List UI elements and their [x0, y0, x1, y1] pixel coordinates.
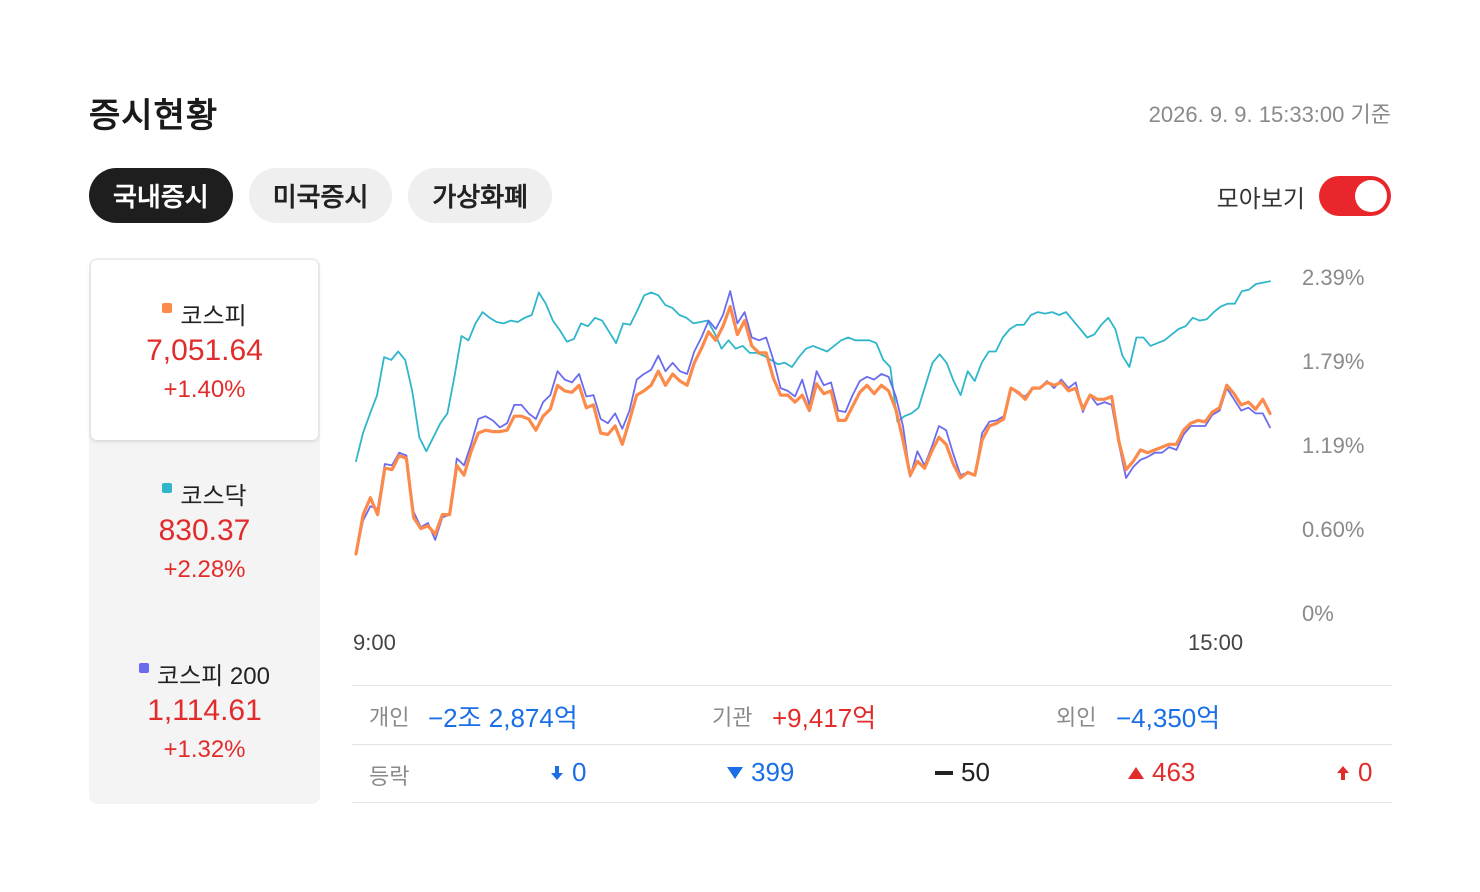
index-name-row: 코스피	[91, 296, 318, 331]
x-tick-label: 15:00	[1188, 630, 1243, 655]
kosdaq-legend-icon	[162, 482, 173, 493]
kospi200-line	[355, 290, 1271, 555]
tab-us[interactable]: 미국증시	[248, 168, 393, 223]
kosdaq-line	[355, 280, 1271, 463]
y-tick-label: 1.79%	[1302, 349, 1364, 374]
breadth-advance: 463	[1128, 757, 1195, 788]
index-change: +1.32%	[163, 736, 246, 763]
market-tabs: 국내증시 미국증시 가상화폐	[89, 168, 553, 223]
market-breadth-row: 등락 0 399 50 463 0	[352, 744, 1392, 803]
flow-value-institution: +9,417억	[772, 703, 877, 733]
breadth-unchanged: 50	[935, 757, 990, 788]
upper-limit-arrow-icon	[1337, 765, 1349, 780]
page-title: 증시현황	[89, 97, 219, 135]
index-change: +2.28%	[163, 556, 246, 583]
index-list: 코스피 7,051.64 +1.40% 코스닥 830.37 +2.28% 코스…	[89, 258, 320, 804]
breadth-value: 50	[961, 757, 990, 787]
index-card-kospi200[interactable]: 코스피 200 1,114.61 +1.32%	[89, 620, 320, 800]
advance-triangle-icon	[1128, 766, 1144, 779]
y-tick-label: 0.60%	[1302, 517, 1364, 542]
index-name: 코스피 200	[157, 663, 270, 690]
tab-crypto[interactable]: 가상화폐	[408, 168, 553, 223]
y-tick-label: 1.19%	[1302, 433, 1364, 458]
flow-label-foreign: 외인	[1056, 705, 1097, 730]
index-value: 1,114.61	[147, 694, 262, 727]
breadth-decline: 399	[727, 757, 794, 788]
breadth-upper-limit: 0	[1336, 757, 1372, 788]
breadth-label: 등락	[369, 764, 410, 789]
y-tick-label: 2.39%	[1302, 265, 1364, 290]
index-card-kosdaq[interactable]: 코스닥 830.37 +2.28%	[89, 440, 320, 620]
breadth-value: 0	[1358, 757, 1373, 787]
y-tick-label: 0%	[1302, 601, 1334, 626]
toggle-knob	[1355, 180, 1387, 212]
flow-label-institution: 기관	[712, 705, 753, 730]
timestamp: 2026. 9. 9. 15:33:00 기준	[1148, 102, 1391, 127]
index-name-row: 코스닥	[89, 476, 320, 511]
index-name-row: 코스피 200	[89, 656, 320, 691]
index-value: 7,051.64	[146, 334, 263, 367]
x-tick-label: 9:00	[353, 630, 396, 655]
breadth-value: 399	[751, 757, 795, 787]
kospi-legend-icon	[162, 302, 173, 313]
index-name: 코스닥	[180, 483, 247, 510]
decline-triangle-icon	[727, 766, 743, 779]
flow-value-individual: −2조 2,874억	[428, 703, 578, 733]
tab-domestic[interactable]: 국내증시	[89, 168, 233, 223]
view-all-toggle-group: 모아보기	[1217, 176, 1391, 216]
investor-flow-row: 개인 −2조 2,874억 기관 +9,417억 외인 −4,350억	[352, 685, 1392, 745]
unchanged-dash-icon	[935, 770, 953, 775]
breadth-value: 0	[572, 757, 587, 787]
breadth-value: 463	[1152, 757, 1196, 787]
intraday-chart: 2.39% 1.79% 1.19% 0.60% 0% 9:00 15:00	[353, 265, 1364, 655]
flow-label-individual: 개인	[369, 705, 410, 730]
breadth-lower-limit: 0	[550, 757, 586, 788]
kospi-line	[354, 304, 1272, 556]
flow-value-foreign: −4,350억	[1116, 703, 1221, 733]
index-card-kospi[interactable]: 코스피 7,051.64 +1.40%	[91, 260, 318, 440]
lower-limit-arrow-icon	[551, 765, 563, 780]
index-name: 코스피	[180, 303, 247, 330]
index-change: +1.40%	[163, 376, 246, 403]
index-value: 830.37	[158, 514, 251, 547]
view-all-toggle[interactable]	[1319, 176, 1391, 216]
view-all-label: 모아보기	[1216, 185, 1305, 213]
kospi200-legend-icon	[139, 662, 150, 673]
